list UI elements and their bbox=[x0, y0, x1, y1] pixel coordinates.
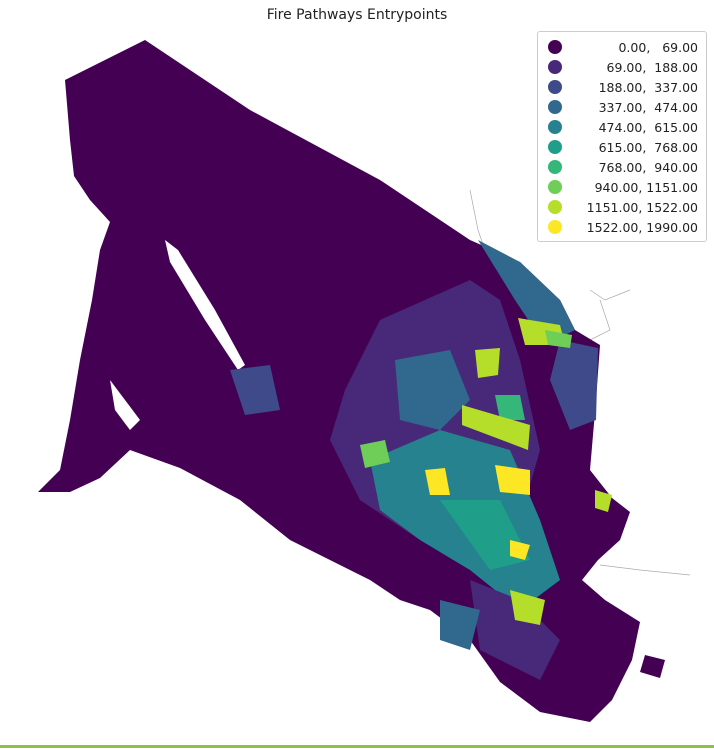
legend-item: 1522.00, 1990.00 bbox=[542, 217, 702, 237]
legend-item: 337.00, 474.00 bbox=[542, 97, 702, 117]
bottom-border bbox=[0, 745, 714, 748]
legend-item: 1151.00, 1522.00 bbox=[542, 197, 702, 217]
legend-label: 940.00, 1151.00 bbox=[594, 179, 698, 195]
legend: 0.00, 69.00 69.00, 188.00 188.00, 337.00 33… bbox=[537, 31, 707, 242]
legend-label: 1522.00, 1990.00 bbox=[586, 219, 698, 235]
legend-label: 69.00, 188.00 bbox=[606, 59, 698, 75]
legend-marker-icon bbox=[548, 100, 562, 114]
legend-label: 474.00, 615.00 bbox=[598, 119, 698, 135]
legend-marker-icon bbox=[548, 40, 562, 54]
legend-marker-icon bbox=[548, 120, 562, 134]
legend-item: 615.00, 768.00 bbox=[542, 137, 702, 157]
map-title: Fire Pathways Entrypoints bbox=[266, 7, 448, 23]
legend-item: 0.00, 69.00 bbox=[542, 37, 702, 57]
tomales-bay bbox=[165, 240, 245, 370]
legend-item: 768.00, 940.00 bbox=[542, 157, 702, 177]
legend-marker-icon bbox=[548, 220, 562, 234]
legend-label: 188.00, 337.00 bbox=[598, 79, 698, 95]
legend-label: 337.00, 474.00 bbox=[598, 99, 698, 115]
estero bbox=[110, 380, 140, 430]
legend-marker-icon bbox=[548, 180, 562, 194]
legend-label: 1151.00, 1522.00 bbox=[586, 199, 698, 215]
legend-item: 940.00, 1151.00 bbox=[542, 177, 702, 197]
legend-marker-icon bbox=[548, 160, 562, 174]
region-patches bbox=[230, 240, 612, 680]
legend-label: 615.00, 768.00 bbox=[598, 139, 698, 155]
legend-marker-icon bbox=[548, 60, 562, 74]
legend-item: 69.00, 188.00 bbox=[542, 57, 702, 77]
legend-label: 768.00, 940.00 bbox=[598, 159, 698, 175]
legend-marker-icon bbox=[548, 200, 562, 214]
legend-label: 0.00, 69.00 bbox=[618, 39, 698, 55]
island bbox=[640, 655, 665, 678]
legend-marker-icon bbox=[548, 80, 562, 94]
legend-item: 188.00, 337.00 bbox=[542, 77, 702, 97]
legend-item: 474.00, 615.00 bbox=[542, 117, 702, 137]
legend-marker-icon bbox=[548, 140, 562, 154]
